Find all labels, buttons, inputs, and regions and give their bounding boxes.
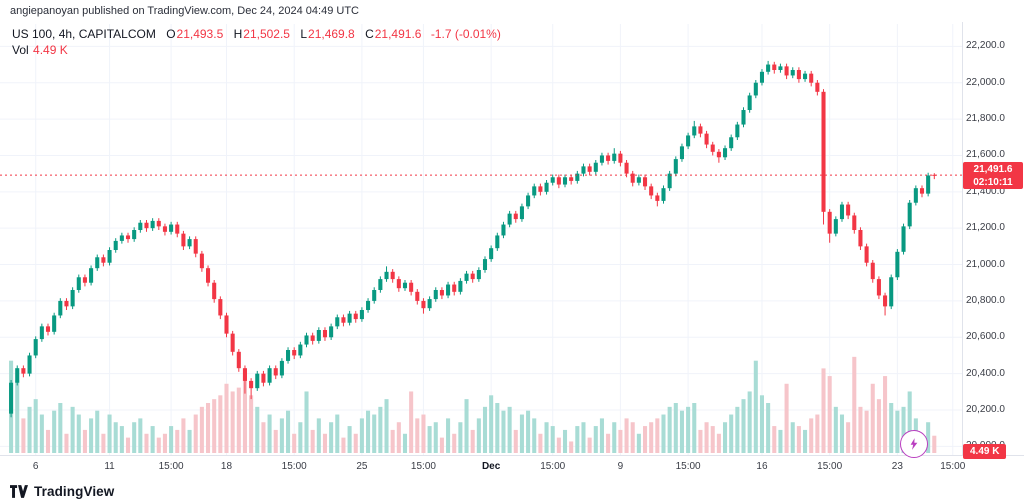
close-label: C — [365, 27, 374, 41]
time-axis-label: 15:00 — [817, 461, 843, 472]
last-price-marker: 21,491.6 02:10:11 — [963, 162, 1023, 190]
lightning-icon — [910, 438, 918, 450]
price-tick-label: 22,200.0 — [966, 40, 1005, 52]
low-value: 21,469.8 — [308, 27, 355, 41]
high-value: 21,502.5 — [243, 27, 290, 41]
time-axis-label: 23 — [891, 461, 903, 472]
price-tick-label: 20,400.0 — [966, 367, 1005, 379]
time-axis-label: 15:00 — [281, 461, 307, 472]
price-tick-label: 21,400.0 — [966, 185, 1005, 197]
price-tick-label: 20,600.0 — [966, 331, 1005, 343]
close-value: 21,491.6 — [374, 27, 422, 41]
tradingview-brand-link[interactable]: TradingView — [10, 484, 114, 499]
open-value: 21,493.5 — [176, 27, 224, 41]
time-axis-label: 15:00 — [410, 461, 436, 472]
legend-symbol-row: US 100, 4h, CAPITALCOM O21,493.5 H21,502… — [12, 26, 501, 42]
time-axis-label: 15:00 — [940, 461, 966, 472]
volume-label: Vol — [12, 43, 29, 57]
change-value: -1.7 (-0.01%) — [430, 27, 501, 41]
time-axis-label: Dec — [481, 461, 501, 472]
time-axis-label: 9 — [617, 461, 624, 472]
high-label: H — [233, 27, 243, 41]
price-tick-label: 20,800.0 — [966, 294, 1005, 306]
time-axis[interactable]: 6 11 15:00 18 15:00 25 15:00 Dec 15:00 9 15:00 16 15… — [0, 459, 1024, 475]
symbol-title: US 100, 4h, CAPITALCOM — [12, 27, 156, 41]
price-axis[interactable]: 22,200.0 22,000.0 21,800.0 21,600.0 21,400.0… — [966, 0, 1024, 455]
low-label: L — [300, 27, 308, 41]
price-tick-label: 21,600.0 — [966, 149, 1005, 161]
instant-trade-button[interactable] — [900, 430, 928, 458]
volume-layer — [9, 356, 937, 453]
last-price-marker-value: 21,491.6 — [973, 164, 1013, 176]
price-tick-label: 21,200.0 — [966, 222, 1005, 234]
publication-caption: angiepanoyan published on TradingView.co… — [10, 5, 359, 17]
price-tick-label: 22,000.0 — [966, 76, 1005, 88]
chart-legend: US 100, 4h, CAPITALCOM O21,493.5 H21,502… — [12, 26, 501, 58]
footer: TradingView — [10, 484, 114, 499]
bar-countdown: 02:10:11 — [973, 177, 1013, 189]
price-tick-label: 21,800.0 — [966, 113, 1005, 125]
tradingview-logo-icon — [10, 485, 28, 498]
time-axis-label: 15:00 — [675, 461, 701, 472]
price-tick-label: 20,200.0 — [966, 404, 1005, 415]
time-axis-label: 18 — [220, 461, 233, 472]
time-axis-label: 6 — [32, 461, 39, 472]
price-tick-label: 21,000.0 — [966, 258, 1005, 270]
tradingview-brand-text: TradingView — [34, 484, 115, 499]
time-axis-label: 16 — [756, 461, 768, 472]
legend-volume-row: Vol 4.49 K — [12, 42, 501, 58]
time-axis-label: 15:00 — [540, 461, 566, 472]
volume-value: 4.49 K — [33, 43, 68, 57]
time-axis-label: 15:00 — [158, 461, 184, 472]
time-axis-label: 11 — [104, 461, 115, 472]
time-axis-label: 25 — [356, 461, 368, 472]
last-volume-marker: 4.49 K — [963, 444, 1007, 459]
open-label: O — [166, 27, 176, 41]
candles-layer — [9, 60, 937, 418]
